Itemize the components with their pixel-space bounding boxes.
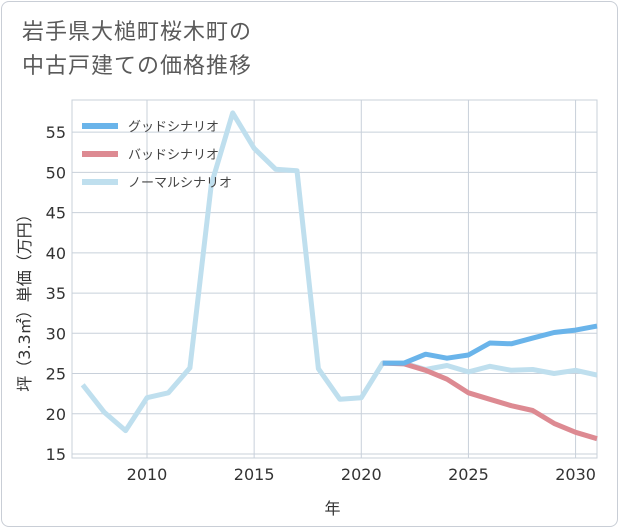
y-tick-label: 30	[46, 324, 66, 343]
x-tick-label: 2020	[341, 465, 382, 484]
y-tick-label: 40	[46, 244, 66, 263]
plot-frame	[71, 99, 598, 459]
y-axis-label: 坪（3.3㎡）単価（万円）	[15, 206, 34, 391]
x-tick-label: 2025	[448, 465, 489, 484]
x-axis-label: 年	[324, 499, 340, 518]
chart-title: 岩手県大槌町桜木町の 中古戸建ての価格推移	[22, 20, 253, 79]
x-tick-label: 2010	[127, 465, 168, 484]
legend-label: グッドシナリオ	[128, 120, 219, 135]
x-tick-label: 2015	[234, 465, 275, 484]
legend-label: ノーマルシナリオ	[128, 176, 232, 191]
y-tick-label: 35	[46, 284, 66, 303]
y-tick-label: 50	[46, 163, 66, 182]
y-tick-label: 25	[46, 365, 66, 384]
y-tick-label: 55	[46, 123, 66, 142]
x-tick-label: 2030	[555, 465, 596, 484]
y-tick-label: 45	[46, 204, 66, 223]
series-line	[80, 110, 598, 434]
y-tick-label: 20	[46, 405, 66, 424]
series-line	[382, 360, 598, 442]
y-tick-label: 15	[46, 445, 66, 464]
series-line	[382, 323, 598, 366]
legend-label: バッドシナリオ	[128, 148, 219, 163]
